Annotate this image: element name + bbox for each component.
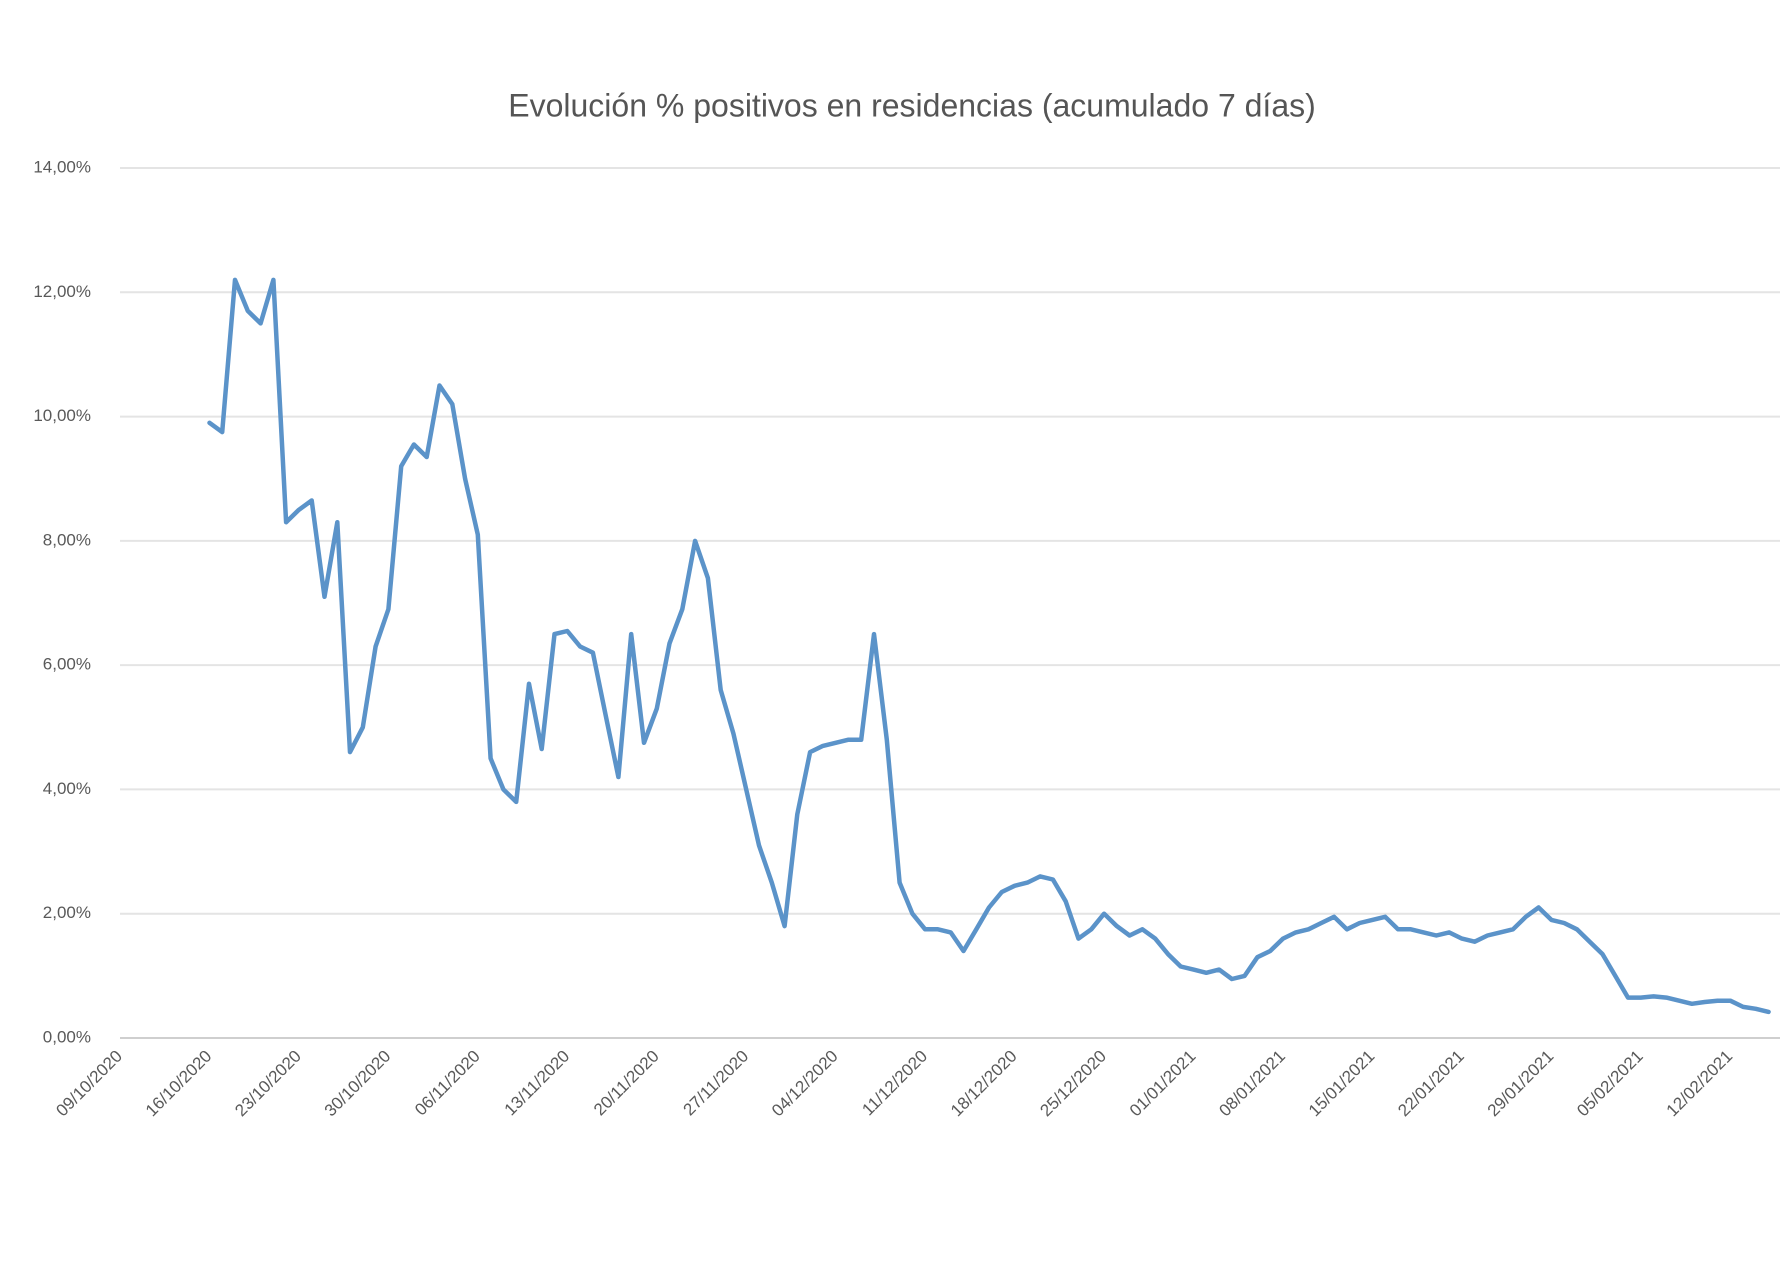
data-line [207,277,1771,1015]
y-tick-label: 12,00% [33,282,91,301]
x-tick-label: 09/10/2020 [52,1047,126,1121]
x-tick-label: 13/11/2020 [501,1047,574,1120]
x-tick-label: 16/10/2020 [142,1047,216,1121]
x-tick-label: 18/12/2020 [947,1047,1021,1121]
y-tick-label: 6,00% [43,655,91,674]
y-tick-label: 2,00% [43,903,91,922]
chart-title: Evolución % positivos en residencias (ac… [508,87,1316,123]
y-tick-label: 0,00% [43,1027,91,1046]
x-tick-label: 04/12/2020 [768,1047,842,1121]
x-tick-label: 27/11/2020 [680,1047,753,1120]
x-tick-label: 12/02/2021 [1663,1047,1737,1121]
y-tick-label: 14,00% [33,157,91,176]
y-tick-label: 10,00% [33,406,91,425]
x-tick-label: 23/10/2020 [231,1047,305,1121]
y-tick-label: 4,00% [43,779,91,798]
y-tick-label: 8,00% [43,530,91,549]
x-tick-label: 08/01/2021 [1215,1047,1289,1121]
x-tick-label: 22/01/2021 [1394,1047,1468,1121]
x-tick-label: 29/01/2021 [1484,1047,1558,1121]
x-tick-label: 20/11/2020 [590,1047,663,1120]
x-tick-label: 15/01/2021 [1305,1047,1379,1121]
x-tick-label: 01/01/2021 [1126,1047,1200,1121]
x-tick-label: 11/12/2020 [858,1047,931,1120]
x-tick-label: 25/12/2020 [1036,1047,1110,1121]
x-tick-label: 30/10/2020 [321,1047,395,1121]
x-tick-label: 06/11/2020 [411,1047,484,1120]
x-tick-label: 05/02/2021 [1573,1047,1647,1121]
